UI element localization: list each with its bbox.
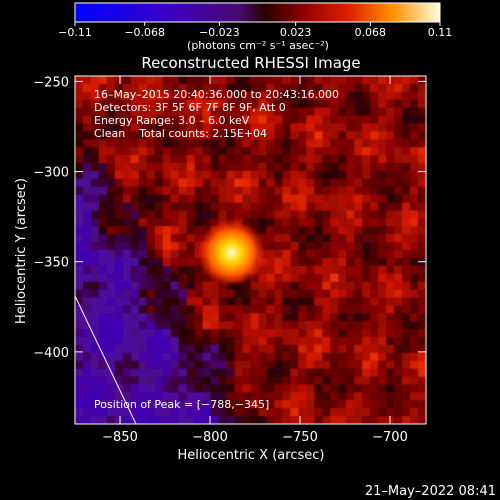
y-tick-label: −400 xyxy=(33,346,69,361)
heatmap-image xyxy=(75,76,426,424)
date-stamp: 21–May–2022 08:41 xyxy=(365,484,496,499)
x-tick-label: −750 xyxy=(282,430,318,445)
colorbar-tick-label: 0.11 xyxy=(428,26,453,39)
info-energy-range: Energy Range: 3.0 – 6.0 keV xyxy=(94,114,250,127)
limb-line xyxy=(75,295,137,424)
colorbar-tick-label: 0.023 xyxy=(280,26,312,39)
plot-frame xyxy=(74,75,427,425)
x-axis-label: Heliocentric X (arcsec) xyxy=(178,448,325,463)
observation-info: 16–May–2015 20:40:36.000 to 20:43:16.000… xyxy=(94,88,339,140)
x-axis: −850 −800 −750 −700 xyxy=(102,76,408,445)
x-tick-label: −700 xyxy=(372,430,408,445)
chart-title: Reconstructed RHESSI Image xyxy=(141,54,360,72)
peak-source xyxy=(197,218,266,287)
colorbar xyxy=(75,3,440,22)
info-detectors: Detectors: 3F 5F 6F 7F 8F 9F, Att 0 xyxy=(94,101,286,114)
colorbar-unit-label: (photons cm⁻² s⁻¹ asec⁻²) xyxy=(187,39,329,52)
colorbar-tick-label: −0.023 xyxy=(199,26,240,39)
x-tick-label: −800 xyxy=(192,430,228,445)
colorbar-tick-label: −0.11 xyxy=(58,26,92,39)
info-clean-counts: Clean Total counts: 2.15E+04 xyxy=(94,127,267,140)
x-tick-label: −850 xyxy=(102,430,138,445)
colorbar-ticks: −0.11 −0.068 −0.023 0.023 0.068 0.11 xyxy=(58,22,452,39)
info-time-range: 16–May–2015 20:40:36.000 to 20:43:16.000 xyxy=(94,88,339,101)
y-tick-label: −350 xyxy=(33,256,69,271)
colorbar-tick-label: −0.068 xyxy=(124,26,165,39)
y-tick-label: −250 xyxy=(33,75,69,90)
peak-position-label: Position of Peak = [−788,−345] xyxy=(94,398,269,411)
y-axis: −250 −300 −350 −400 xyxy=(33,75,426,361)
y-axis-label: Heliocentric Y (arcsec) xyxy=(14,178,29,324)
colorbar-tick-label: 0.068 xyxy=(355,26,387,39)
colorbar-frame xyxy=(74,2,441,23)
y-tick-label: −300 xyxy=(33,166,69,181)
